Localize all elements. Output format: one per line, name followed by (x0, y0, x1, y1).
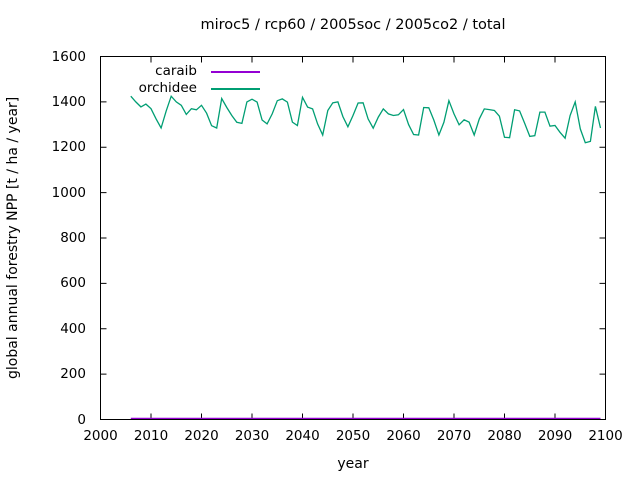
series-line-orchidee (130, 94, 602, 144)
y-tick-label: 0 (77, 411, 86, 428)
x-axis-title: year (337, 456, 369, 472)
y-tick-label: 1400 (51, 93, 86, 110)
x-tick-label: 2020 (184, 428, 219, 444)
chart-title: miroc5 / rcp60 / 2005soc / 2005co2 / tot… (200, 17, 506, 33)
x-tick-label: 2080 (487, 428, 522, 444)
x-tick-label: 2090 (537, 428, 573, 444)
x-tick-label: 2000 (83, 428, 118, 444)
y-tick-label: 200 (60, 366, 86, 383)
legend-line-caraib (211, 71, 260, 73)
x-tick-label: 2030 (234, 428, 270, 444)
y-tick-label: 1200 (51, 139, 86, 156)
y-tick-label: 1600 (51, 48, 86, 65)
x-tick-label: 2010 (133, 428, 169, 444)
y-tick-label: 800 (60, 230, 86, 246)
legend-label-caraib: caraib (155, 63, 197, 79)
x-tick-label: 2070 (436, 428, 472, 444)
x-tick-label: 2040 (285, 428, 320, 444)
legend-line-orchidee (211, 88, 260, 90)
plot-border (100, 56, 606, 420)
y-tick-label: 600 (60, 275, 86, 292)
y-tick-label: 1000 (51, 184, 86, 201)
x-tick-label: 2100 (588, 428, 623, 444)
legend-label-orchidee: orchidee (138, 80, 197, 96)
x-tick-label: 2060 (386, 428, 421, 444)
y-tick-label: 400 (60, 320, 86, 337)
x-tick-label: 2050 (335, 428, 371, 444)
